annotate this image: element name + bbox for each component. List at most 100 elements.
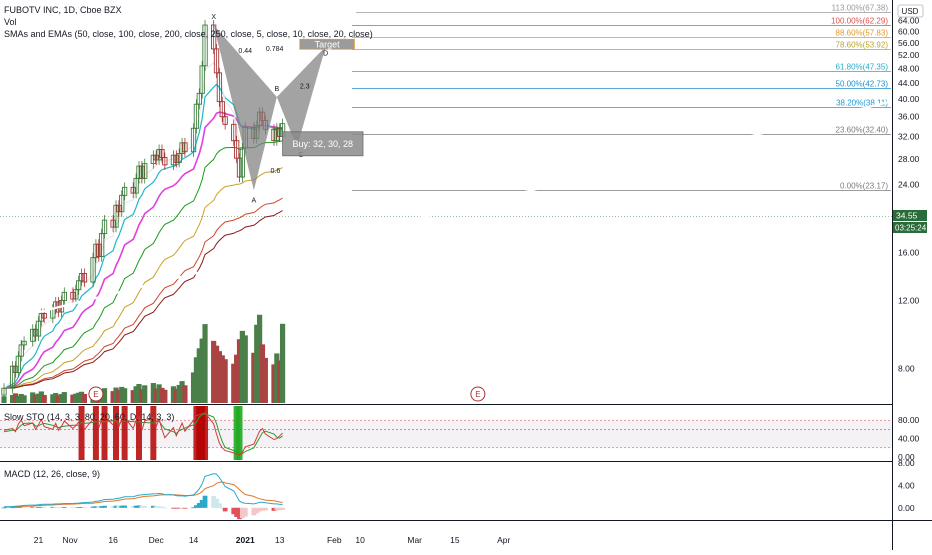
volume-bar xyxy=(242,335,248,403)
sma-100-line xyxy=(3,167,283,389)
earnings-marker-label: E xyxy=(93,390,98,399)
macd-histogram-bar xyxy=(59,507,64,508)
macd-signal-line xyxy=(3,481,283,508)
pattern-ratio-label: 0.6 xyxy=(271,168,281,175)
macd-histogram-bar xyxy=(133,505,139,508)
macd-histogram-bar xyxy=(93,506,99,508)
candle-body xyxy=(12,365,19,373)
time-axis-tick: 21 xyxy=(34,535,44,545)
candle-body xyxy=(236,157,243,178)
candle-body xyxy=(30,328,36,342)
sma-50-line xyxy=(3,140,283,389)
volume-bar xyxy=(116,389,122,403)
macd-histogram-bar xyxy=(271,507,277,511)
time-axis-tick: Nov xyxy=(62,535,78,545)
volume-bar xyxy=(202,324,208,403)
volume-bar xyxy=(12,393,19,403)
macd-histogram-bar xyxy=(136,505,142,508)
volume-bar xyxy=(271,364,277,403)
stochastic-overbought-bar xyxy=(150,406,157,460)
chart-title: FUBOTV INC, 1D, Cboe BZX xyxy=(4,5,122,15)
candle-body xyxy=(90,257,96,283)
fibonacci-retracement[interactable]: 113.00%(67.38) 100.00%(62.29) 88.60%(57.83… xyxy=(352,4,891,191)
volume-bar xyxy=(231,363,237,403)
macd-histogram-bar xyxy=(30,506,36,508)
macd-histogram-bar xyxy=(130,505,136,508)
fib-level-label: 88.60%(57.83) xyxy=(836,29,889,38)
volume-bar xyxy=(21,395,27,403)
macd-histogram-bar xyxy=(110,506,116,508)
macd-histogram-bar xyxy=(15,507,21,508)
earnings-marker xyxy=(88,386,104,402)
price-axis-tick: 8.00 xyxy=(898,363,915,373)
macd-histogram-bar xyxy=(239,507,245,519)
currency-badge[interactable] xyxy=(897,4,924,18)
candle-body xyxy=(18,344,24,357)
candle-body xyxy=(61,291,67,301)
time-axis-tick: 10 xyxy=(355,535,365,545)
candle-body xyxy=(199,65,205,94)
volume-bar xyxy=(119,386,125,403)
macd-histogram-bar xyxy=(41,506,47,508)
macd-histogram-bar xyxy=(194,505,199,508)
volume-bar xyxy=(239,330,245,403)
candle-body xyxy=(190,127,197,153)
macd-histogram-bar xyxy=(202,495,208,508)
time-axis-tick: 14 xyxy=(189,535,199,545)
time-axis-tick: Dec xyxy=(149,535,165,545)
sma-200-line xyxy=(3,197,283,389)
fib-level-label: 100.00%(62.29) xyxy=(831,17,888,26)
macd-histogram-bar xyxy=(242,507,248,517)
macd-legend: MACD (12, 26, close, 9) xyxy=(4,469,100,479)
volume-bar xyxy=(170,386,177,403)
macd-histogram-bar xyxy=(116,505,122,508)
macd-histogram-bar xyxy=(99,506,105,508)
volume-bar xyxy=(41,394,47,403)
support-trendline xyxy=(1,100,893,323)
candle-body xyxy=(116,204,122,213)
volume-bar xyxy=(136,384,142,403)
volume-bar xyxy=(53,393,59,403)
volume-bar xyxy=(35,393,42,403)
time-axis-tick: 16 xyxy=(108,535,118,545)
stochastic-overbought-bar xyxy=(78,406,85,460)
candle-body xyxy=(139,165,145,179)
stochastic-overbought-bar xyxy=(92,406,99,460)
macd-histogram-bar xyxy=(257,507,263,512)
price-axis-tick: 40.00 xyxy=(898,94,920,104)
volume-bar xyxy=(78,391,85,403)
candle-body xyxy=(196,92,202,105)
macd-histogram-bar xyxy=(153,506,159,508)
candle-body xyxy=(136,165,142,179)
candle-body xyxy=(274,127,280,142)
sma-250-line xyxy=(3,210,283,389)
macd-line xyxy=(3,473,283,508)
pattern-ratio-label: 0.784 xyxy=(266,46,284,53)
macd-histogram-bar xyxy=(156,506,162,508)
macd-histogram-bar xyxy=(70,507,76,508)
volume-bar xyxy=(236,339,243,403)
candle-body xyxy=(159,149,165,159)
moving-average-legend: SMAs and EMAs (50, close, 100, close, 20… xyxy=(4,29,373,39)
macd-histogram-bar xyxy=(56,507,61,508)
stochastic-k-line xyxy=(3,412,283,456)
candle-body xyxy=(231,123,237,142)
macd-histogram-bar xyxy=(113,505,119,508)
macd-histogram-bar xyxy=(277,507,283,511)
volume-bar xyxy=(15,395,21,403)
volume-bar xyxy=(216,351,222,403)
macd-histogram-bar xyxy=(18,507,24,508)
macd-histogram-bar xyxy=(191,507,196,509)
candle-body xyxy=(173,154,179,163)
volume-bar xyxy=(277,360,283,403)
time-axis-tick: Mar xyxy=(407,535,422,545)
macd-axis-tick: 4.00 xyxy=(898,480,915,490)
candle-body xyxy=(239,147,246,178)
candle-body xyxy=(78,273,85,282)
volume-bar xyxy=(61,392,67,403)
